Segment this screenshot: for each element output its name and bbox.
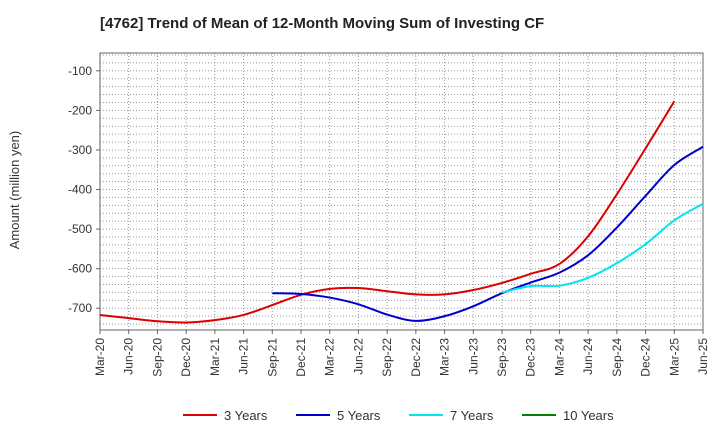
- y-axis-ticks: -100 -200 -300 -400 -500 -600 -700: [68, 64, 100, 315]
- chart-title: [4762] Trend of Mean of 12-Month Moving …: [100, 15, 544, 32]
- x-tick-label: Sep-23: [495, 338, 509, 377]
- y-axis-label: Amount (million yen): [7, 131, 22, 250]
- x-tick-label: Mar-25: [667, 338, 681, 376]
- legend-item-7-years: 7 Years: [409, 408, 494, 423]
- x-tick-label: Mar-24: [552, 338, 566, 376]
- y-tick-label: -100: [68, 64, 92, 78]
- x-tick-label: Jun-21: [237, 338, 251, 375]
- x-tick-label: Jun-22: [351, 338, 365, 375]
- y-tick-label: -200: [68, 103, 92, 117]
- x-tick-label: Mar-21: [208, 338, 222, 376]
- legend-item-5-years: 5 Years: [296, 408, 381, 423]
- x-tick-label: Mar-23: [438, 338, 452, 376]
- plot-frame: [99, 52, 704, 331]
- legend-label: 3 Years: [224, 408, 268, 423]
- y-tick-label: -700: [68, 301, 92, 315]
- legend-label: 10 Years: [563, 408, 614, 423]
- legend-item-10-years: 10 Years: [522, 408, 614, 423]
- grid: [100, 53, 703, 330]
- x-tick-label: Sep-22: [380, 338, 394, 377]
- x-tick-label: Dec-23: [524, 338, 538, 377]
- series-line-5-years: [272, 145, 704, 322]
- x-tick-label: Jun-25: [696, 338, 710, 375]
- series-lines: [99, 100, 704, 324]
- x-tick-label: Dec-22: [409, 338, 423, 377]
- y-tick-label: -300: [68, 143, 92, 157]
- x-tick-label: Dec-21: [294, 338, 308, 377]
- x-tick-label: Jun-24: [581, 338, 595, 375]
- x-tick-label: Sep-21: [265, 338, 279, 377]
- legend-label: 5 Years: [337, 408, 381, 423]
- series-line-3-years: [99, 100, 676, 324]
- y-tick-label: -400: [68, 183, 92, 197]
- series-line-7-years: [501, 202, 704, 294]
- legend: 3 Years 5 Years 7 Years 10 Years: [183, 408, 614, 423]
- x-axis-ticks: Mar-20 Jun-20 Sep-20 Dec-20 Mar-21 Jun-21 Sep-…: [93, 330, 710, 377]
- x-tick-label: Dec-24: [639, 338, 653, 377]
- legend-label: 7 Years: [450, 408, 494, 423]
- x-tick-label: Jun-20: [122, 338, 136, 375]
- x-tick-label: Sep-24: [610, 338, 624, 377]
- y-tick-label: -600: [68, 262, 92, 276]
- x-tick-label: Sep-20: [150, 338, 164, 377]
- legend-item-3-years: 3 Years: [183, 408, 268, 423]
- x-tick-label: Jun-23: [466, 338, 480, 375]
- x-tick-label: Mar-22: [323, 338, 337, 376]
- x-tick-label: Mar-20: [93, 338, 107, 376]
- x-tick-label: Dec-20: [179, 338, 193, 377]
- y-tick-label: -500: [68, 222, 92, 236]
